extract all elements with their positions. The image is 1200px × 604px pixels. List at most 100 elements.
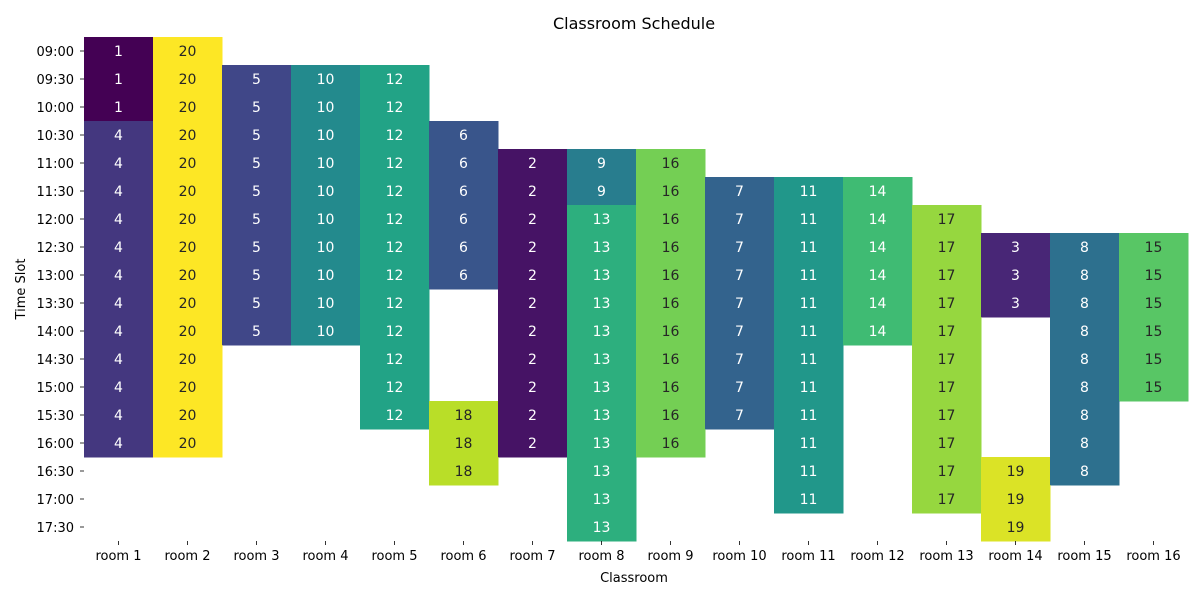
heatmap-cell: [912, 485, 982, 514]
cell-value-label: 5: [252, 100, 261, 116]
cell-value-label: 4: [114, 436, 123, 452]
cell-value-label: 12: [386, 240, 404, 256]
y-tick-label: 09:30: [37, 73, 74, 88]
heatmap-cell: [981, 485, 1051, 514]
heatmap-cell: [912, 429, 982, 458]
heatmap-cell: [291, 65, 361, 94]
heatmap-cell: [705, 261, 775, 290]
heatmap-cell: [498, 429, 568, 458]
heatmap-cell: [153, 373, 223, 402]
cell-value-label: 12: [386, 128, 404, 144]
heatmap-cell: [636, 149, 706, 178]
heatmap-cell: [912, 205, 982, 234]
heatmap-cell: [153, 317, 223, 346]
heatmap-cell: [84, 93, 154, 122]
heatmap-cell: [291, 149, 361, 178]
cell-value-label: 5: [252, 156, 261, 172]
y-tick-label: 12:30: [37, 241, 74, 256]
heatmap-cell: [636, 429, 706, 458]
heatmap-cell: [84, 37, 154, 66]
heatmap-cell: [498, 317, 568, 346]
heatmap-cell: [153, 205, 223, 234]
heatmap-cell: [567, 513, 637, 542]
heatmap-cell: [1050, 429, 1120, 458]
cell-value-label: 2: [528, 240, 537, 256]
cell-value-label: 20: [179, 240, 197, 256]
cell-value-label: 5: [252, 296, 261, 312]
cell-value-label: 14: [869, 296, 887, 312]
heatmap-cell: [153, 401, 223, 430]
cell-value-label: 20: [179, 128, 197, 144]
cell-value-label: 7: [735, 212, 744, 228]
heatmap-cell: [153, 93, 223, 122]
y-tick-label: 15:00: [37, 381, 74, 396]
cell-value-label: 11: [800, 296, 818, 312]
heatmap-cell: [360, 205, 430, 234]
heatmap-cell: [84, 65, 154, 94]
y-tick-label: 13:00: [37, 269, 74, 284]
heatmap-cell: [222, 205, 292, 234]
cell-value-label: 13: [593, 324, 611, 340]
cell-value-label: 17: [938, 436, 956, 452]
heatmap-cell: [636, 345, 706, 374]
heatmap-cell: [153, 149, 223, 178]
heatmap-cell: [567, 205, 637, 234]
cell-value-label: 12: [386, 380, 404, 396]
heatmap-cell: [567, 177, 637, 206]
cell-value-label: 17: [938, 324, 956, 340]
heatmap-cell: [843, 289, 913, 318]
heatmap-cell: [912, 457, 982, 486]
heatmap-cell: [705, 289, 775, 318]
heatmap-cell: [429, 401, 499, 430]
cell-value-label: 20: [179, 408, 197, 424]
heatmap-cell: [360, 261, 430, 290]
cell-value-label: 6: [459, 128, 468, 144]
heatmap-cell: [429, 261, 499, 290]
y-tick-label: 16:30: [37, 465, 74, 480]
y-axis-ticks: 09:00 09:30 10:00 10:30 11:00 11:30 12:00 12:30…: [37, 45, 84, 536]
heatmap-cell: [153, 345, 223, 374]
cell-value-label: 10: [317, 240, 335, 256]
heatmap-cell: [153, 429, 223, 458]
cell-value-label: 2: [528, 324, 537, 340]
cell-value-label: 6: [459, 156, 468, 172]
cell-value-label: 12: [386, 296, 404, 312]
heatmap-cell: [774, 457, 844, 486]
heatmap-cell: [360, 65, 430, 94]
x-tick-label: room 12: [850, 549, 904, 564]
heatmap-cell: [981, 261, 1051, 290]
cell-value-label: 8: [1080, 296, 1089, 312]
heatmap-cell: [153, 289, 223, 318]
heatmap-cell: [843, 261, 913, 290]
heatmap-cell: [636, 261, 706, 290]
cell-value-label: 17: [938, 492, 956, 508]
heatmap-cell: [498, 373, 568, 402]
heatmap-cell: [498, 177, 568, 206]
heatmap-cell: [1119, 373, 1189, 402]
heatmap-cell: [498, 149, 568, 178]
heatmap-cell: [567, 457, 637, 486]
cell-value-label: 5: [252, 72, 261, 88]
cell-value-label: 14: [869, 268, 887, 284]
cell-value-label: 4: [114, 156, 123, 172]
cell-value-label: 16: [662, 184, 680, 200]
heatmap-cell: [567, 317, 637, 346]
y-tick-label: 16:00: [37, 437, 74, 452]
heatmap-cell: [774, 401, 844, 430]
cell-value-label: 20: [179, 72, 197, 88]
cell-value-label: 13: [593, 436, 611, 452]
heatmap-cell: [1050, 345, 1120, 374]
cell-value-label: 15: [1145, 352, 1163, 368]
heatmap-cell: [705, 345, 775, 374]
cell-value-label: 6: [459, 268, 468, 284]
cell-value-label: 20: [179, 268, 197, 284]
cell-value-label: 8: [1080, 436, 1089, 452]
cell-value-label: 13: [593, 240, 611, 256]
heatmap-cell: [360, 233, 430, 262]
heatmap-cell: [843, 205, 913, 234]
heatmap-cell: [291, 261, 361, 290]
heatmap-cell: [912, 401, 982, 430]
heatmap-cell: [705, 177, 775, 206]
heatmap-cell: [981, 513, 1051, 542]
heatmap-cell: [498, 401, 568, 430]
